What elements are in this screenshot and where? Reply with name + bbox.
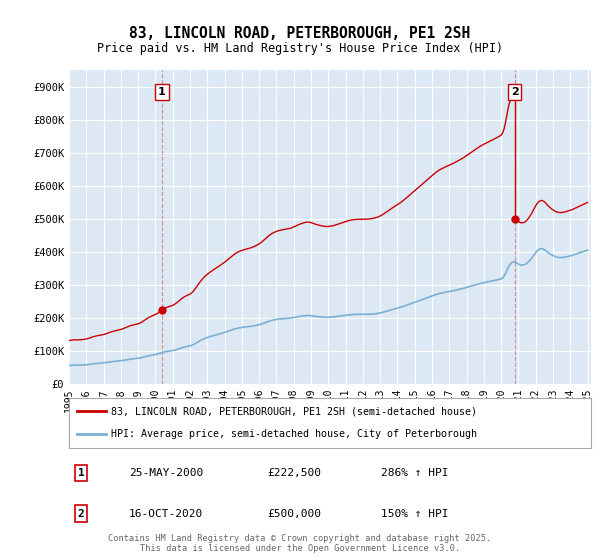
Text: 2: 2 (511, 87, 518, 97)
Text: 16-OCT-2020: 16-OCT-2020 (129, 508, 203, 519)
Text: HPI: Average price, semi-detached house, City of Peterborough: HPI: Average price, semi-detached house,… (111, 430, 477, 440)
Text: 1: 1 (77, 468, 85, 478)
Text: 150% ↑ HPI: 150% ↑ HPI (381, 508, 449, 519)
Text: 83, LINCOLN ROAD, PETERBOROUGH, PE1 2SH (semi-detached house): 83, LINCOLN ROAD, PETERBOROUGH, PE1 2SH … (111, 406, 477, 416)
Text: 25-MAY-2000: 25-MAY-2000 (129, 468, 203, 478)
Text: Price paid vs. HM Land Registry's House Price Index (HPI): Price paid vs. HM Land Registry's House … (97, 42, 503, 55)
Text: 1: 1 (158, 87, 166, 97)
Text: £222,500: £222,500 (267, 468, 321, 478)
Text: 83, LINCOLN ROAD, PETERBOROUGH, PE1 2SH: 83, LINCOLN ROAD, PETERBOROUGH, PE1 2SH (130, 26, 470, 41)
Text: 2: 2 (77, 508, 85, 519)
Text: £500,000: £500,000 (267, 508, 321, 519)
Text: 286% ↑ HPI: 286% ↑ HPI (381, 468, 449, 478)
Text: Contains HM Land Registry data © Crown copyright and database right 2025.
This d: Contains HM Land Registry data © Crown c… (109, 534, 491, 553)
